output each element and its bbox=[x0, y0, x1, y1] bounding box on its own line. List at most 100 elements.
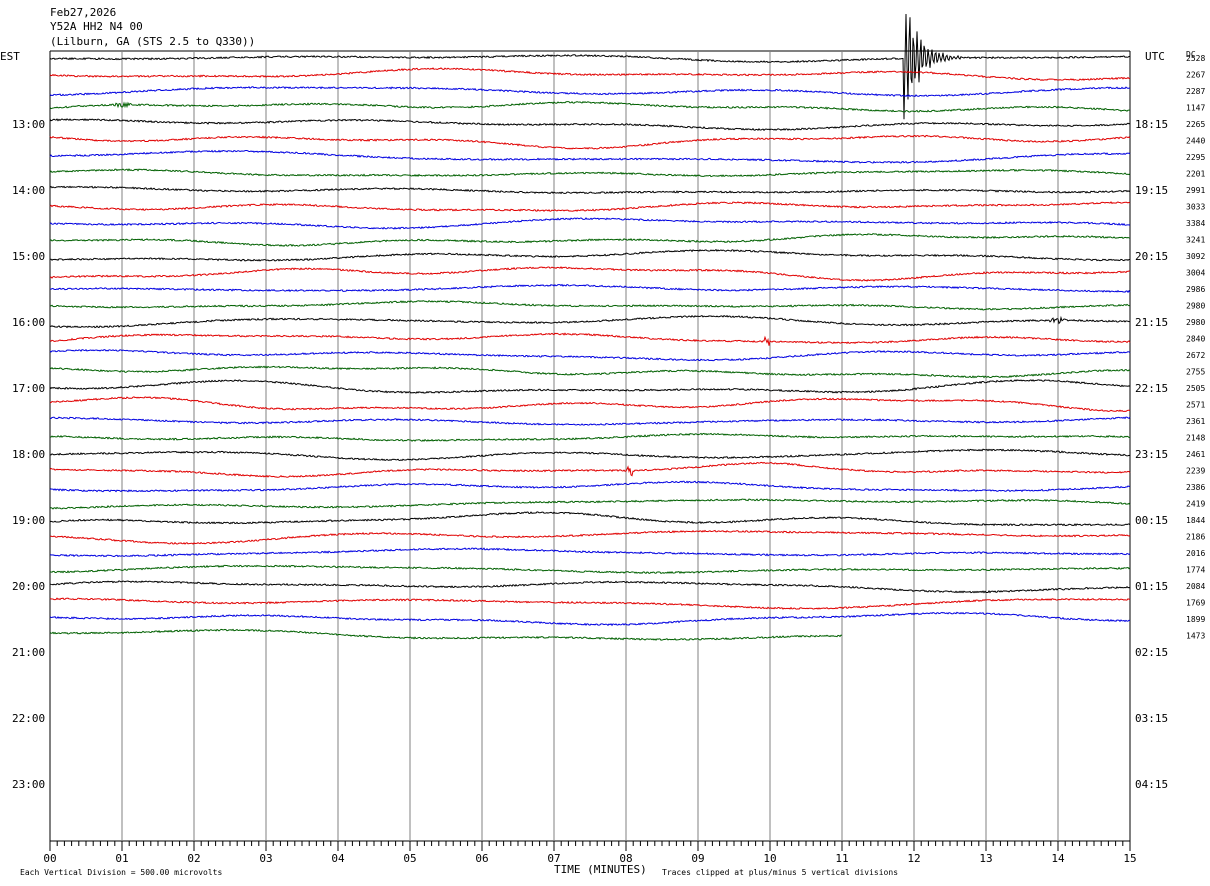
dc-header: DC bbox=[1186, 50, 1196, 59]
x-tick-label-01: 01 bbox=[115, 852, 128, 865]
dc-value-9: 3033 bbox=[1186, 203, 1205, 212]
x-tick-label-09: 09 bbox=[691, 852, 704, 865]
trace-line-21 bbox=[49, 396, 1131, 412]
trace-line-27 bbox=[49, 498, 1131, 510]
hour-label-right-1: 19:15 bbox=[1135, 184, 1168, 197]
header-station: Y52A HH2 N4 00 bbox=[50, 20, 143, 33]
dc-value-8: 2991 bbox=[1186, 186, 1205, 195]
hour-label-left-8: 21:00 bbox=[12, 646, 45, 659]
x-tick-label-04: 04 bbox=[331, 852, 345, 865]
hour-label-right-3: 21:15 bbox=[1135, 316, 1168, 329]
x-tick-label-06: 06 bbox=[475, 852, 488, 865]
dc-value-19: 2755 bbox=[1186, 368, 1205, 377]
dc-value-29: 2186 bbox=[1186, 533, 1205, 542]
hour-label-left-9: 22:00 bbox=[12, 712, 45, 725]
trace-line-11 bbox=[49, 233, 1131, 247]
dc-value-0: 2528 bbox=[1186, 54, 1205, 63]
dc-value-26: 2386 bbox=[1186, 483, 1205, 492]
trace-line-10 bbox=[49, 217, 1131, 230]
hour-label-right-9: 03:15 bbox=[1135, 712, 1168, 725]
trace-line-18 bbox=[49, 348, 1131, 362]
hour-label-right-4: 22:15 bbox=[1135, 382, 1168, 395]
trace-line-3 bbox=[49, 100, 1131, 113]
x-tick-label-07: 07 bbox=[547, 852, 560, 865]
dc-value-17: 2840 bbox=[1186, 335, 1205, 344]
dc-value-7: 2201 bbox=[1186, 170, 1205, 179]
trace-line-20 bbox=[49, 379, 1131, 394]
trace-line-12 bbox=[49, 248, 1131, 262]
trace-line-6 bbox=[49, 149, 1131, 164]
hour-label-right-5: 23:15 bbox=[1135, 448, 1168, 461]
dc-value-20: 2505 bbox=[1186, 384, 1205, 393]
trace-line-14 bbox=[49, 283, 1131, 294]
hour-label-left-6: 19:00 bbox=[12, 514, 45, 527]
dc-value-14: 2986 bbox=[1186, 285, 1205, 294]
trace-line-33 bbox=[49, 597, 1131, 610]
hour-labels-left: 13:00 14:00 15:00 16:00 17:00 18:00 19:00 20:00… bbox=[12, 118, 45, 791]
x-tick-label-12: 12 bbox=[907, 852, 920, 865]
trace-line-24 bbox=[49, 448, 1131, 462]
hour-label-right-7: 01:15 bbox=[1135, 580, 1168, 593]
hour-label-left-5: 18:00 bbox=[12, 448, 45, 461]
dc-value-16: 2980 bbox=[1186, 318, 1205, 327]
trace-line-4 bbox=[49, 118, 1131, 131]
header-date: Feb27,2026 bbox=[50, 6, 116, 19]
x-tick-label-03: 03 bbox=[259, 852, 272, 865]
right-timezone-label: UTC bbox=[1145, 50, 1165, 63]
trace-line-13 bbox=[49, 266, 1131, 282]
hour-label-right-10: 04:15 bbox=[1135, 778, 1168, 791]
seismic-traces bbox=[49, 13, 1131, 641]
hour-label-left-0: 13:00 bbox=[12, 118, 45, 131]
x-tick-label-02: 02 bbox=[187, 852, 200, 865]
trace-line-0 bbox=[49, 13, 1131, 120]
dc-value-22: 2361 bbox=[1186, 417, 1205, 426]
dc-value-25: 2239 bbox=[1186, 467, 1205, 476]
trace-line-5 bbox=[49, 134, 1131, 150]
trace-line-23 bbox=[49, 432, 1131, 442]
dc-value-21: 2571 bbox=[1186, 401, 1205, 410]
dc-value-4: 2265 bbox=[1186, 120, 1205, 129]
trace-line-32 bbox=[49, 580, 1131, 594]
dc-value-27: 2419 bbox=[1186, 500, 1205, 509]
dc-value-15: 2980 bbox=[1186, 302, 1205, 311]
hour-label-right-0: 18:15 bbox=[1135, 118, 1168, 131]
x-tick-label-08: 08 bbox=[619, 852, 632, 865]
x-tick-label-13: 13 bbox=[979, 852, 992, 865]
x-tick-label-10: 10 bbox=[763, 852, 776, 865]
x-tick-label-11: 11 bbox=[835, 852, 848, 865]
trace-line-16 bbox=[49, 314, 1131, 329]
dc-value-3: 1147 bbox=[1186, 104, 1205, 113]
hour-label-left-10: 23:00 bbox=[12, 778, 45, 791]
dc-value-1: 2267 bbox=[1186, 71, 1205, 80]
dc-value-11: 3241 bbox=[1186, 236, 1205, 245]
dc-value-34: 1899 bbox=[1186, 615, 1205, 624]
footer-clip-note: Traces clipped at plus/minus 5 vertical … bbox=[662, 868, 898, 877]
dc-value-24: 2461 bbox=[1186, 450, 1205, 459]
vertical-gridlines bbox=[49, 50, 1131, 842]
trace-line-28 bbox=[49, 511, 1131, 527]
left-timezone-label: EST bbox=[0, 50, 20, 63]
trace-line-25 bbox=[49, 461, 1131, 478]
dc-value-32: 2084 bbox=[1186, 582, 1205, 591]
hour-label-left-7: 20:00 bbox=[12, 580, 45, 593]
trace-line-26 bbox=[49, 480, 1131, 493]
x-tick-label-14: 14 bbox=[1051, 852, 1065, 865]
hour-labels-right: 18:15 19:15 20:15 21:15 22:15 23:15 00:15 01:15… bbox=[1135, 118, 1168, 791]
dc-value-6: 2295 bbox=[1186, 153, 1205, 162]
dc-value-31: 1774 bbox=[1186, 566, 1205, 575]
dc-value-13: 3004 bbox=[1186, 269, 1205, 278]
hour-label-right-8: 02:15 bbox=[1135, 646, 1168, 659]
trace-line-29 bbox=[49, 529, 1131, 545]
trace-line-19 bbox=[49, 365, 1131, 379]
trace-line-30 bbox=[49, 547, 1131, 558]
dc-value-35: 1473 bbox=[1186, 632, 1205, 641]
x-tick-label-05: 05 bbox=[403, 852, 416, 865]
hour-label-left-1: 14:00 bbox=[12, 184, 45, 197]
dc-value-2: 2287 bbox=[1186, 87, 1205, 96]
trace-line-17 bbox=[49, 332, 1131, 346]
trace-line-34 bbox=[49, 611, 1131, 627]
dc-value-5: 2440 bbox=[1186, 137, 1205, 146]
trace-line-8 bbox=[49, 185, 1131, 195]
hour-label-left-4: 17:00 bbox=[12, 382, 45, 395]
